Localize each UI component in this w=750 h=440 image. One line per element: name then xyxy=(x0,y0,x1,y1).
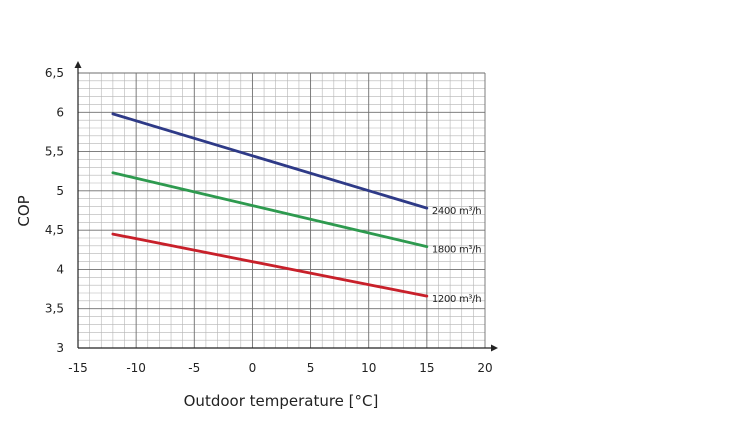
y-tick-label: 6 xyxy=(56,105,64,119)
x-tick-label: 0 xyxy=(249,361,257,375)
series-lines xyxy=(111,112,429,298)
axes xyxy=(74,61,498,352)
y-tick-label: 5 xyxy=(56,184,64,198)
x-tick-label: 10 xyxy=(361,361,376,375)
series-label: 1200 m³/h xyxy=(432,294,481,305)
series-line xyxy=(111,232,429,298)
y-tick-label: 6,5 xyxy=(45,66,64,80)
minor-gridlines xyxy=(78,73,485,348)
y-tick-label: 4 xyxy=(56,262,64,276)
y-tick-label: 3,5 xyxy=(45,302,64,316)
x-axis-title: Outdoor temperature [°C] xyxy=(184,392,379,410)
series-line xyxy=(111,171,429,249)
x-tick-label: -15 xyxy=(68,361,88,375)
y-tick-labels: 3 3,5 4 4,5 5 5,5 6 6,5 xyxy=(45,66,64,355)
y-tick-label: 4,5 xyxy=(45,223,64,237)
x-tick-labels: -15 -10 -5 0 5 10 15 20 xyxy=(68,361,492,375)
x-tick-label: -5 xyxy=(188,361,200,375)
y-axis-title: COP xyxy=(15,195,33,226)
series-line xyxy=(111,112,429,210)
series-labels: 2400 m³/h 1800 m³/h 1200 m³/h xyxy=(432,206,482,305)
y-tick-label: 5,5 xyxy=(45,145,64,159)
x-tick-label: 15 xyxy=(419,361,434,375)
series-label: 1800 m³/h xyxy=(432,245,481,256)
series-label: 2400 m³/h xyxy=(432,206,481,217)
x-axis-arrow-icon xyxy=(491,344,498,352)
major-gridlines xyxy=(77,72,486,349)
y-axis-arrow-icon xyxy=(74,61,82,68)
x-tick-label: 20 xyxy=(477,361,492,375)
x-tick-label: 5 xyxy=(307,361,315,375)
y-tick-label: 3 xyxy=(56,341,64,355)
x-tick-label: -10 xyxy=(126,361,146,375)
